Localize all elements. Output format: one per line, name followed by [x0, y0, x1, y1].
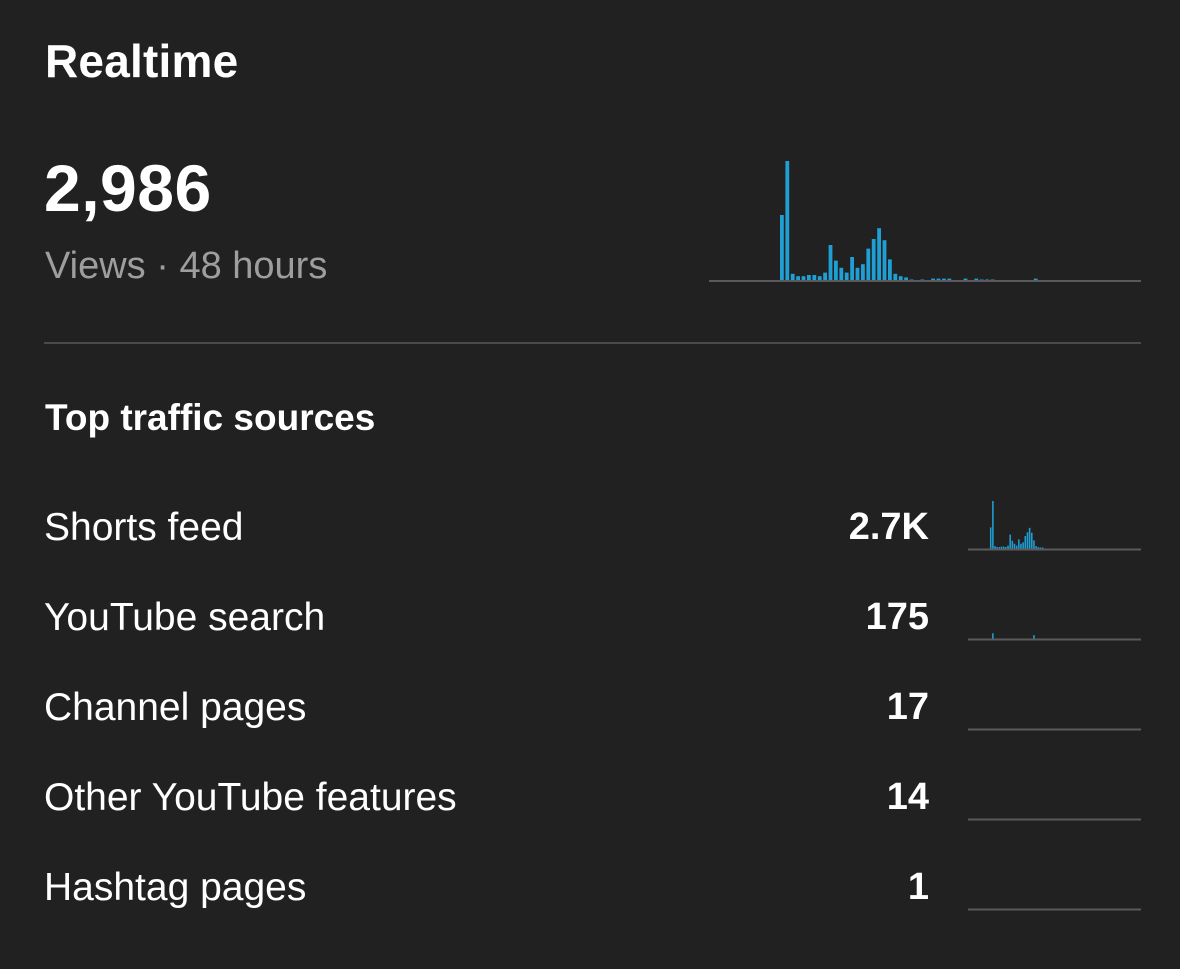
sparkline-bar [1015, 545, 1018, 549]
views-bar [898, 276, 903, 281]
views-bar [828, 245, 833, 281]
traffic-source-sparkline [968, 501, 1141, 551]
views-bar [877, 228, 881, 281]
sparkline-bar [1026, 532, 1029, 549]
traffic-source-hashtag-pages[interactable]: Hashtag pages 1 [44, 860, 1141, 920]
views-bar [866, 248, 871, 281]
views-bar [871, 239, 876, 281]
sparkline-bar [1033, 540, 1035, 549]
traffic-source-shorts-feed[interactable]: Shorts feed 2.7K [44, 500, 1141, 560]
views-bar [817, 276, 822, 281]
sparkline-bar [1020, 543, 1022, 549]
sparkline-bar [1018, 539, 1020, 549]
sparkline-bar [1005, 547, 1007, 549]
sparkline-bar [992, 501, 994, 549]
section-divider [44, 342, 1141, 344]
views-bar [801, 276, 806, 281]
views-bar [936, 278, 941, 281]
views-bar [893, 273, 898, 281]
views-bar [780, 215, 784, 281]
sparkline-bar [989, 527, 992, 549]
traffic-source-label: Hashtag pages [44, 866, 307, 909]
sparkline-bar [1033, 635, 1035, 639]
views-bar [888, 259, 892, 281]
views-bar [839, 267, 844, 281]
sparkline-bar [1013, 543, 1016, 549]
sparkline-bar [994, 546, 996, 549]
views-bar [812, 275, 817, 281]
views-period-label: Views · 48 hours [45, 245, 328, 287]
views-bar [882, 240, 887, 281]
sparkline-bar [1039, 547, 1042, 549]
sparkline-bar [1035, 546, 1037, 549]
traffic-source-value: 17 [886, 686, 929, 728]
sparkline-bar [1037, 547, 1040, 549]
traffic-source-youtube-search[interactable]: YouTube search 175 [44, 590, 1141, 650]
traffic-source-sparkline [968, 818, 1141, 821]
sparkline-bar [1028, 527, 1031, 549]
traffic-source-value: 1 [907, 866, 929, 908]
sparkline-bar [996, 547, 998, 549]
views-bar [931, 278, 935, 281]
sparkline-bar [1031, 532, 1033, 549]
traffic-source-other-youtube-features[interactable]: Other YouTube features 14 [44, 770, 1141, 830]
sparkline-bar [998, 547, 1001, 549]
traffic-sources-title: Top traffic sources [45, 397, 376, 438]
sparkline-bar [1024, 536, 1027, 549]
views-bar [834, 260, 838, 281]
traffic-source-value: 175 [865, 596, 929, 638]
views-bar [974, 278, 979, 281]
traffic-source-label: Shorts feed [44, 506, 244, 549]
sparkline-bar [1022, 542, 1024, 549]
views-bar [785, 161, 790, 281]
views-bar [861, 264, 865, 281]
traffic-source-value: 2.7K [848, 506, 929, 548]
views-bar [942, 278, 946, 281]
views-bar [790, 273, 795, 281]
views-bar [855, 267, 860, 281]
views-bar [807, 275, 811, 281]
traffic-source-sparkline [968, 728, 1141, 731]
sparkline-bar [1000, 546, 1003, 549]
views-bar [904, 277, 908, 281]
traffic-source-label: YouTube search [44, 596, 326, 639]
realtime-title: Realtime [45, 35, 239, 87]
sparkline-bar [1009, 534, 1011, 549]
views-bar [947, 278, 952, 281]
views-total: 2,986 [44, 151, 212, 225]
traffic-source-sparkline [968, 908, 1141, 911]
views-bar [1033, 278, 1038, 281]
views-bar [823, 272, 827, 281]
sparkline-bar [1041, 547, 1044, 549]
traffic-source-label: Channel pages [44, 686, 307, 729]
views-bar [796, 276, 800, 281]
sparkline-bar [1011, 540, 1014, 549]
sparkline-bar [992, 633, 994, 639]
traffic-source-label: Other YouTube features [44, 776, 457, 819]
views-bar [844, 272, 849, 281]
traffic-source-channel-pages[interactable]: Channel pages 17 [44, 680, 1141, 740]
realtime-views-chart [709, 161, 1141, 282]
sparkline-bar [1007, 545, 1009, 549]
views-bar [850, 257, 854, 281]
traffic-source-value: 14 [886, 776, 929, 818]
traffic-source-sparkline [968, 633, 1141, 641]
sparkline-bar [1002, 546, 1005, 549]
views-bar [963, 278, 968, 281]
